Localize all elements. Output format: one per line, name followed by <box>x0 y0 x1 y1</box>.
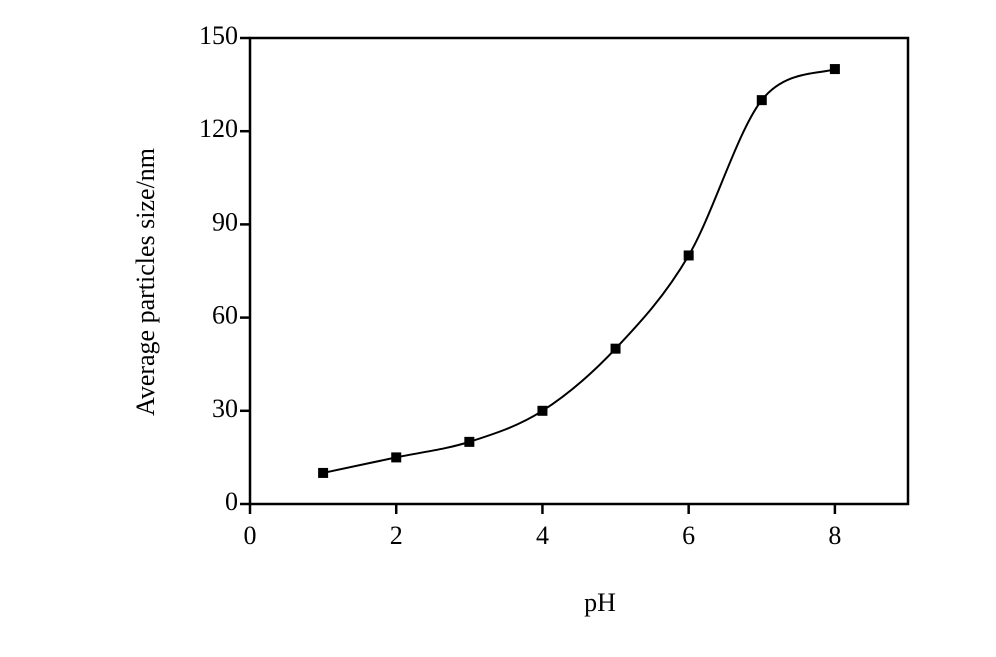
y-tick-label: 0 <box>225 487 238 516</box>
x-tick-label: 6 <box>682 521 695 550</box>
x-tick-label: 8 <box>828 521 841 550</box>
x-axis-label: pH <box>584 588 616 617</box>
plot-frame <box>248 36 910 506</box>
data-point <box>537 405 548 416</box>
y-tick-label: 30 <box>212 394 238 423</box>
y-tick-label: 90 <box>212 207 238 236</box>
data-point <box>756 95 767 106</box>
data-point <box>683 250 694 261</box>
data-point <box>391 452 402 463</box>
data-point <box>464 436 475 447</box>
x-tick-label: 2 <box>390 521 403 550</box>
data-point <box>610 343 621 354</box>
y-tick-label: 60 <box>212 301 238 330</box>
y-tick-label: 150 <box>199 21 238 50</box>
x-tick-label: 4 <box>536 521 549 550</box>
y-axis-label: Average particles size/nm <box>131 148 160 416</box>
trend-line <box>322 68 836 474</box>
y-tick-label: 120 <box>199 114 238 143</box>
data-point <box>318 467 329 478</box>
x-tick-label: 0 <box>244 521 257 550</box>
data-point <box>829 64 840 75</box>
